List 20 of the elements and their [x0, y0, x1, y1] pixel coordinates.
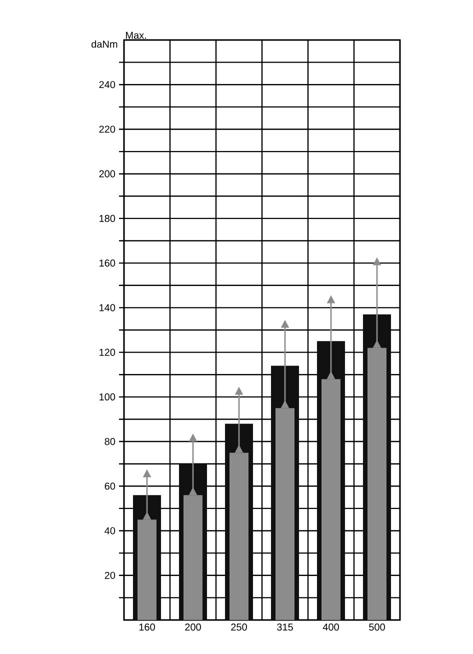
y-axis-title: daNm: [92, 40, 118, 48]
y-tick-label: 40: [104, 527, 116, 534]
y-tick-label: 160: [100, 260, 116, 267]
text: Max.: [126, 32, 146, 39]
y-tick-label: 140: [100, 304, 116, 312]
y-tick-label: 120: [100, 348, 116, 356]
x-tick-label: 500: [369, 624, 385, 631]
y-tick-label: 240: [99, 81, 116, 88]
y-tick-label: 80: [104, 438, 116, 446]
y-tick-label: 200: [99, 170, 116, 178]
x-tick-label: 315: [277, 624, 293, 631]
x-tick-label: 250: [231, 624, 247, 631]
x-tick-label: 400: [322, 624, 339, 631]
x-tick-label: 200: [185, 624, 201, 631]
y-tick-label: 20: [104, 572, 116, 579]
y-tick-label: 180: [100, 214, 116, 222]
y-tick-label: 60: [104, 482, 116, 490]
x-tick-label: 160: [139, 624, 155, 631]
y-tick-label: 220: [99, 126, 116, 133]
y-tick-label: 100: [100, 393, 116, 400]
